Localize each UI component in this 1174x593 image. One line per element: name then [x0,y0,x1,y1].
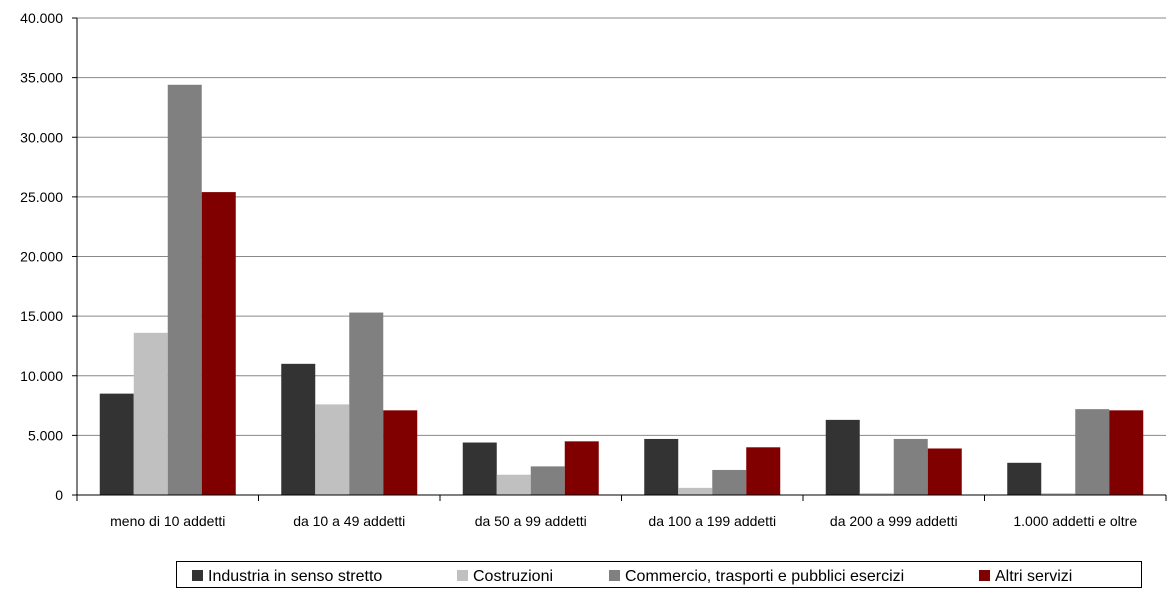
y-tick-label: 20.000 [20,249,63,265]
bar [462,442,497,495]
bar [1007,462,1042,495]
legend-swatch [609,570,620,581]
axes: 0 5.000 10.000 15.000 20.000 25.000 30.000 35.0… [20,10,1167,529]
x-category-label: da 200 a 999 addetti [830,513,958,529]
legend: Industria in senso stretto Costruzioni Com… [176,561,1142,588]
bar [99,393,134,495]
bar [644,438,679,495]
legend-label: Altri servizi [995,568,1072,585]
bar [825,419,860,495]
x-category-label: da 10 a 49 addetti [293,513,405,529]
bar [315,404,350,495]
x-category-label: 1.000 addetti e oltre [1013,513,1137,529]
y-tick-label: 40.000 [20,10,63,26]
legend-swatch [979,570,990,581]
bar [859,493,894,495]
y-tick-label: 25.000 [20,189,63,205]
bar [564,441,599,495]
bar [349,312,384,495]
bar [167,84,202,495]
bar [1075,409,1110,495]
bar [746,447,781,495]
legend-label: Industria in senso stretto [208,568,382,585]
legend-label: Costruzioni [473,568,553,585]
legend-swatch [457,570,468,581]
y-tick-label: 30.000 [20,129,63,145]
gridlines [77,17,1166,436]
bar [1109,410,1144,495]
bar [201,192,236,496]
bar [281,363,316,495]
bar [1041,493,1076,495]
y-tick-label: 35.000 [20,70,63,86]
bar [893,438,928,495]
bar [678,487,713,495]
legend-label: Commercio, trasporti e pubblici esercizi [625,568,904,585]
y-tick-label: 10.000 [20,368,63,384]
legend-swatch [192,570,203,581]
x-category-label: da 100 a 199 addetti [648,513,776,529]
y-tick-label: 15.000 [20,308,63,324]
bars [99,84,1144,496]
y-tick-label: 0 [55,487,63,503]
x-category-label: meno di 10 addetti [110,513,225,529]
bar [383,410,418,495]
bar [712,469,747,495]
bar [530,466,565,495]
bar [133,332,168,495]
bar [927,448,962,495]
bar [496,474,531,495]
y-tick-label: 5.000 [28,427,63,443]
x-category-label: da 50 a 99 addetti [475,513,587,529]
